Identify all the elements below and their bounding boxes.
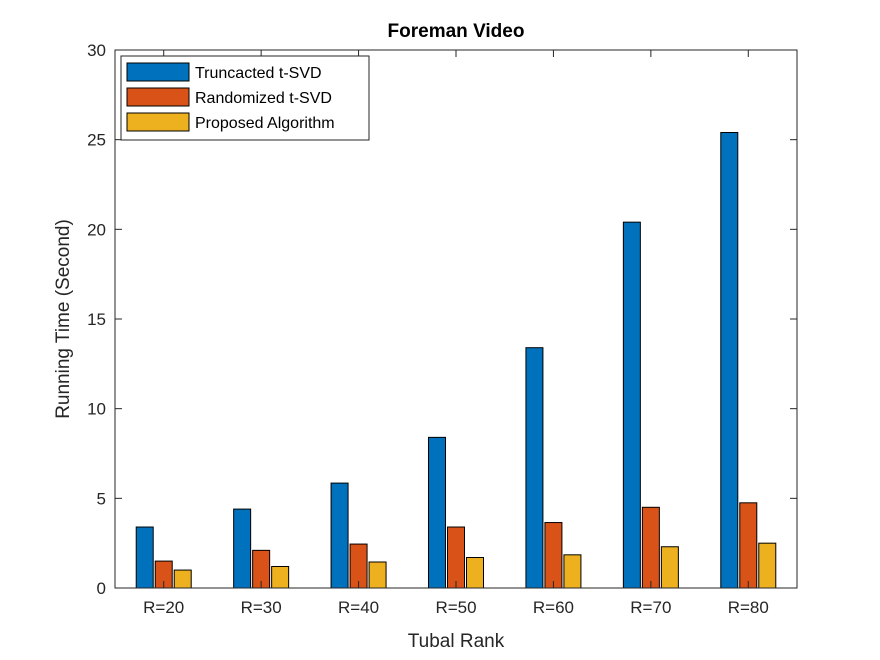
bar-proposed-algorithm-r60: [563, 554, 582, 589]
x-tick-label: R=20: [143, 598, 184, 617]
x-tick-label: R=80: [728, 598, 769, 617]
bar-proposed-algorithm-r70: [660, 546, 679, 589]
bar-proposed-algorithm-r20: [173, 569, 192, 589]
x-tick-label: R=40: [338, 598, 379, 617]
y-tick-label: 30: [87, 41, 106, 60]
y-tick-label: 20: [87, 220, 106, 239]
legend-swatch: [126, 112, 190, 132]
bar-truncacted-t-svd-r60: [525, 347, 544, 589]
bar-proposed-algorithm-r30: [271, 565, 290, 589]
bar-truncacted-t-svd-r40: [330, 482, 349, 589]
bars-group: [135, 131, 777, 589]
x-axis-label: Tubal Rank: [408, 631, 505, 652]
x-tick-label: R=50: [435, 598, 476, 617]
y-axis-label: Running Time (Second): [53, 219, 74, 419]
legend: Truncacted t-SVD Randomized t-SVD Proposed…: [120, 55, 370, 141]
legend-swatch: [126, 62, 190, 82]
y-tick-label: 25: [87, 131, 106, 150]
bar-truncacted-t-svd-r30: [233, 508, 252, 589]
legend-label: Randomized t-SVD: [195, 90, 332, 107]
legend-swatch: [126, 87, 190, 107]
legend-label: Truncacted t-SVD: [195, 65, 322, 82]
bar-randomized-t-svd-r50: [447, 526, 465, 589]
bar-proposed-algorithm-r40: [368, 561, 387, 589]
bar-randomized-t-svd-r60: [544, 522, 563, 589]
y-tick-label: 15: [87, 310, 106, 329]
bar-proposed-algorithm-r50: [466, 557, 484, 589]
y-tick-label: 10: [87, 400, 106, 419]
axes-group: 0 5 10 15 20 25 30 R=20 R=30 R=40 R=50 R=60 R=70 R=80: [87, 41, 798, 617]
bar-proposed-algorithm-r80: [758, 542, 777, 589]
bar-truncacted-t-svd-r50: [428, 436, 446, 589]
bar-randomized-t-svd-r80: [739, 502, 758, 589]
legend-label: Proposed Algorithm: [195, 115, 335, 132]
chart-title: Foreman Video: [388, 21, 525, 42]
bar-truncacted-t-svd-r80: [720, 131, 739, 589]
x-tick-label: R=70: [630, 598, 671, 617]
bar-truncacted-t-svd-r70: [622, 221, 641, 589]
x-tick-label: R=60: [533, 598, 574, 617]
bar-truncacted-t-svd-r20: [135, 526, 154, 589]
y-tick-label: 0: [97, 579, 106, 598]
x-tick-label: R=30: [241, 598, 282, 617]
y-tick-label: 5: [97, 489, 106, 508]
bar-randomized-t-svd-r70: [641, 506, 660, 589]
